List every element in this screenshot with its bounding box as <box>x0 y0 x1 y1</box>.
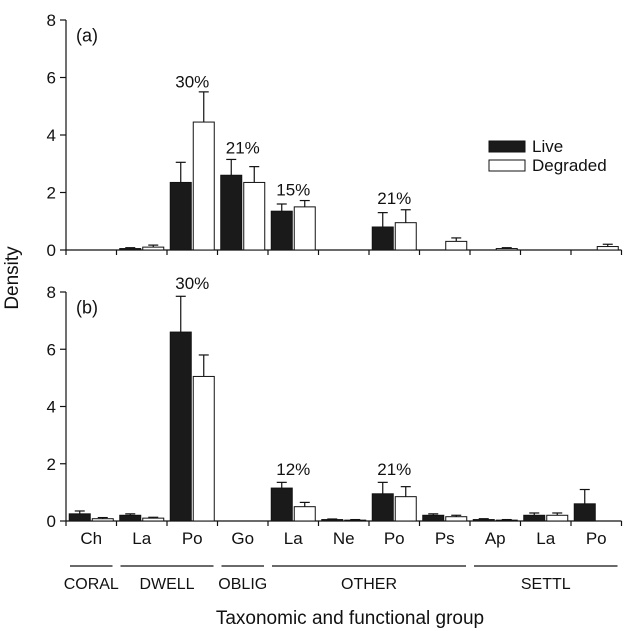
bar-live-ch <box>68 513 91 522</box>
group-label: DWELL <box>139 576 194 593</box>
category-label: Ch <box>80 529 102 548</box>
category-label: Po <box>182 529 203 548</box>
category-label: La <box>536 529 555 548</box>
category-label: Po <box>586 529 607 548</box>
bar-degraded-ch <box>91 518 114 522</box>
percent-annotation: 30% <box>175 274 209 293</box>
bar-live-ne <box>321 519 344 522</box>
panel-label: (b) <box>76 297 98 317</box>
y-tick-label: 0 <box>47 512 56 531</box>
bar-live-ap <box>472 519 495 522</box>
panel-label: (a) <box>76 26 98 46</box>
category-label: La <box>284 529 303 548</box>
y-tick-label: 8 <box>47 283 56 302</box>
y-tick-label: 4 <box>47 398 56 417</box>
bar-degraded-po <box>192 121 215 251</box>
percent-annotation: 30% <box>175 73 209 92</box>
bar-live-la <box>119 248 142 251</box>
bar-degraded-ap <box>495 248 518 251</box>
y-tick-label: 4 <box>47 126 56 145</box>
bar-degraded-ap <box>495 519 518 522</box>
legend-label-degraded: Degraded <box>532 156 607 175</box>
y-tick-label: 8 <box>47 11 56 30</box>
bar-live-po <box>169 181 192 251</box>
category-label: Go <box>231 529 254 548</box>
group-label: OTHER <box>341 576 397 593</box>
x-axis-labels: Ch La Po Go La Ne Po Ps Ap La Po CORAL DWELL OBLIG OTH… <box>64 529 618 593</box>
bar-degraded-la <box>142 246 165 251</box>
percent-annotation: 12% <box>276 460 310 479</box>
bar-degraded-la <box>293 206 316 251</box>
y-tick-label: 0 <box>47 241 56 260</box>
legend-swatch-degraded <box>488 159 526 172</box>
bar-live-po <box>371 226 394 251</box>
group-label: CORAL <box>64 576 119 593</box>
y-tick-label: 2 <box>47 455 56 474</box>
bar-degraded-la <box>293 506 316 522</box>
bar-live-po <box>371 493 394 522</box>
bar-degraded-ps <box>445 516 468 522</box>
category-label: Po <box>384 529 405 548</box>
legend-label-live: Live <box>532 137 563 156</box>
bar-degraded-po <box>192 375 215 522</box>
bar-degraded-go <box>243 181 266 251</box>
y-tick-label: 6 <box>47 69 56 88</box>
bar-live-po <box>573 503 596 522</box>
percent-annotation: 15% <box>276 180 310 199</box>
bar-degraded-ne <box>344 519 367 522</box>
bar-live-go <box>220 174 243 251</box>
bar-live-ps <box>422 514 445 522</box>
bar-live-la <box>270 210 293 251</box>
bar-degraded-ps <box>445 240 468 251</box>
bar-live-la <box>270 487 293 522</box>
percent-annotation: 21% <box>377 460 411 479</box>
legend-swatch-live <box>488 140 526 153</box>
category-label: Ne <box>333 529 355 548</box>
bar-live-la <box>119 514 142 522</box>
y-axis-title: Density <box>2 246 23 310</box>
y-tick-label: 2 <box>47 184 56 203</box>
percent-annotation: 21% <box>226 139 260 158</box>
category-label: La <box>132 529 151 548</box>
bar-degraded-la <box>142 517 165 522</box>
y-tick-label: 6 <box>47 340 56 359</box>
x-axis-title: Taxonomic and functional group <box>216 608 484 629</box>
panel-b: 0 2 4 6 8 (b) 30% 12% 21% <box>47 274 623 531</box>
bar-live-po <box>169 331 192 522</box>
bar-degraded-la <box>546 514 569 522</box>
bar-degraded-po <box>394 496 417 522</box>
bar-live-la <box>523 514 546 522</box>
group-label: SETTL <box>521 576 571 593</box>
category-label: Ap <box>485 529 506 548</box>
category-label: Ps <box>435 529 455 548</box>
percent-annotation: 21% <box>377 189 411 208</box>
bar-degraded-po <box>394 222 417 251</box>
group-label: OBLIG <box>218 576 267 593</box>
bar-degraded-po <box>596 246 619 251</box>
